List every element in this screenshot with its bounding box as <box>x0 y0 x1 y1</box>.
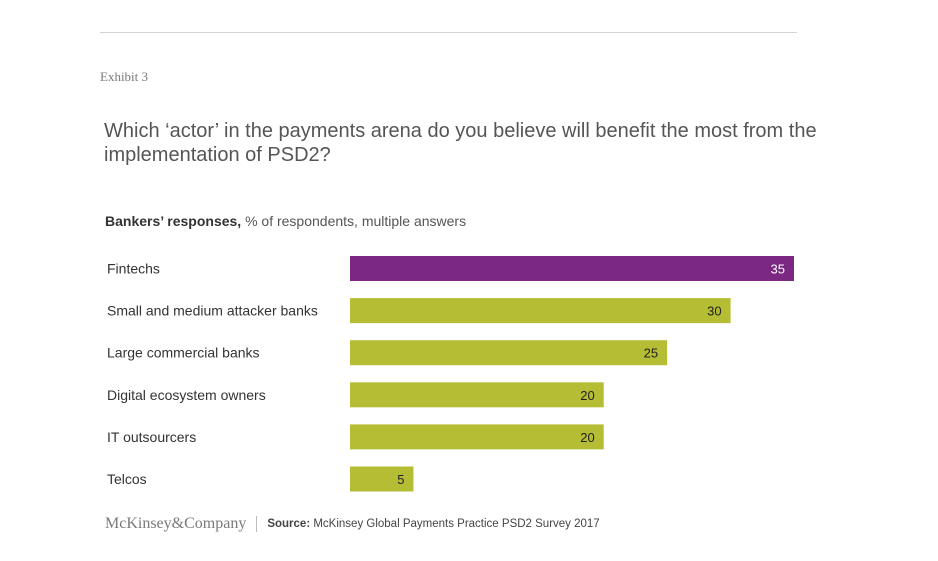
value-label-small-and-medium-attacker-banks: 30 <box>707 304 721 319</box>
bar-telcos <box>350 466 414 492</box>
source-note: Source: McKinsey Global Payments Practic… <box>267 518 599 530</box>
value-label-telcos: 5 <box>397 472 404 487</box>
subtitle-rest: % of respondents, multiple answers <box>241 213 467 229</box>
category-label-large-commercial-banks: Large commercial banks <box>107 345 260 361</box>
chart-title: Which ‘actor’ in the payments arena do y… <box>104 120 817 166</box>
category-label-telcos: Telcos <box>107 471 147 487</box>
value-label-large-commercial-banks: 25 <box>644 346 658 361</box>
subtitle-bold: Bankers’ responses, <box>105 213 242 229</box>
value-label-it-outsourcers: 20 <box>580 430 594 445</box>
bar-large-commercial-banks <box>350 340 668 366</box>
bar-small-and-medium-attacker-banks <box>350 298 731 324</box>
source-text: McKinsey Global Payments Practice PSD2 S… <box>310 518 600 530</box>
value-label-digital-ecosystem-owners: 20 <box>580 388 594 403</box>
bar-digital-ecosystem-owners <box>350 382 604 408</box>
bar-it-outsourcers <box>350 424 604 450</box>
category-label-fintechs: Fintechs <box>107 261 160 277</box>
top-divider <box>100 32 797 33</box>
category-label-digital-ecosystem-owners: Digital ecosystem owners <box>107 387 266 403</box>
category-label-it-outsourcers: IT outsourcers <box>107 429 196 445</box>
bar-fintechs <box>350 256 794 281</box>
source-label: Source: <box>267 518 311 530</box>
footer-divider <box>256 516 258 532</box>
value-label-fintechs: 35 <box>771 262 785 277</box>
chart-subtitle: Bankers’ responses, % of respondents, mu… <box>105 213 466 229</box>
footer: McKinsey&Company Source: McKinsey Global… <box>105 515 600 533</box>
exhibit-label: Exhibit 3 <box>100 69 149 84</box>
category-label-small-and-medium-attacker-banks: Small and medium attacker banks <box>107 303 318 319</box>
mckinsey-logo: McKinsey&Company <box>105 515 247 532</box>
